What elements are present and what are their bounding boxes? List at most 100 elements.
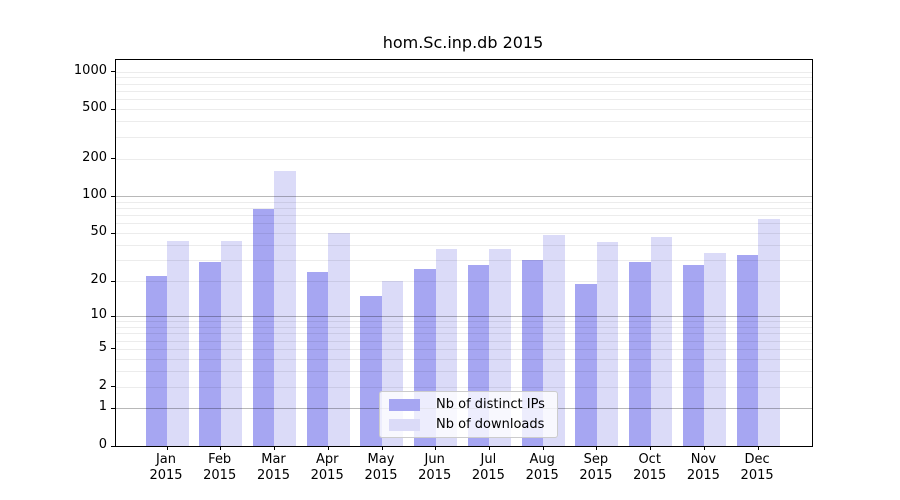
x-tick-mark [703,446,705,450]
y-axis-tick-label: 0 [98,437,107,452]
x-tick-mark [166,446,168,450]
y-tick-mark [111,280,115,282]
minor-gridline [116,136,812,138]
plot-area [111,59,813,450]
y-axis-tick-label: 1000 [73,62,107,78]
x-tick-mark [596,446,598,450]
month-label: Nov [690,452,717,467]
bar-downloads [220,240,243,446]
year-label: 2015 [579,468,613,483]
y-tick-mark [111,407,115,409]
minor-gridline [116,233,812,234]
minor-gridline [116,201,812,203]
legend-row-downloads: Nb of downloads [380,418,557,431]
y-axis-tick-label: 200 [82,149,107,165]
year-label: 2015 [686,468,720,483]
x-axis-tick-label: Dec 2015 [725,452,789,484]
year-label: 2015 [203,468,237,483]
y-axis-tick-label: 50 [90,224,107,239]
x-tick-mark [650,446,652,450]
x-tick-mark [757,446,759,450]
minor-gridline [116,121,812,123]
bar-downloads [274,171,296,446]
minor-gridline [116,244,812,246]
legend-label-distinct-ips: Nb of distinct IPs [436,397,545,412]
x-axis-tick-label: Jun 2015 [403,452,467,484]
bar-distinct-ips [306,271,329,446]
bar-distinct-ips [145,276,167,446]
minor-gridline [116,71,812,73]
month-label: Aug [529,452,555,467]
bar-downloads [167,240,189,446]
x-tick-mark [381,446,383,450]
bar-downloads [328,232,350,446]
x-axis-tick-label: Sep 2015 [564,452,628,484]
chart-title: hom.Sc.inp.db 2015 [382,33,544,52]
bar-downloads [596,242,619,446]
y-tick-mark [111,108,115,110]
major-gridline [116,316,812,318]
year-label: 2015 [256,468,291,483]
minor-gridline [116,91,812,92]
month-label: Oct [638,452,661,467]
month-label: Mar [261,452,286,467]
x-tick-mark [488,446,490,450]
y-axis-tick-label: 100 [82,187,107,202]
minor-gridline [116,321,812,323]
y-tick-mark [111,348,115,350]
bar-downloads [704,253,726,446]
x-tick-mark [274,446,275,450]
legend-row-distinct-ips: Nb of distinct IPs [380,398,557,411]
minor-gridline [116,348,812,350]
year-label: 2015 [740,468,774,483]
y-axis-tick-label: 500 [82,100,107,116]
y-tick-mark [111,445,115,447]
x-tick-mark [435,446,437,450]
month-label: Jul [480,452,497,467]
x-tick-mark [327,446,329,450]
legend-swatch-downloads [389,418,420,431]
x-axis-tick-label: Feb 2015 [188,452,252,484]
y-axis-tick-label: 2 [98,377,107,393]
month-label: Sep [583,452,609,467]
minor-gridline [116,77,812,79]
minor-gridline [116,386,812,388]
x-axis-tick-label: Jan 2015 [134,452,198,484]
y-axis-tick-label: 20 [90,272,107,288]
y-axis-tick-label: 1 [98,399,107,415]
y-tick-mark [111,158,115,160]
x-tick-mark [542,446,544,450]
month-label: Jun [424,452,445,467]
major-gridline [116,196,812,197]
minor-gridline [116,333,812,335]
y-tick-mark [111,195,115,197]
year-label: 2015 [364,468,398,483]
bar-distinct-ips [252,208,275,446]
y-axis-tick-label: 5 [98,339,107,355]
month-label: Feb [208,452,232,467]
month-label: Dec [744,452,770,467]
legend: Nb of distinct IPs Nb of downloads [379,391,558,438]
minor-gridline [116,109,812,111]
minor-gridline [116,281,812,283]
minor-gridline [116,358,812,360]
y-tick-mark [111,232,115,234]
year-label: 2015 [633,468,667,483]
minor-gridline [116,340,812,342]
legend-swatch-distinct-ips [389,398,420,411]
year-label: 2015 [418,468,452,483]
minor-gridline [116,260,812,261]
x-axis-tick-label: Oct 2015 [618,452,682,484]
month-label: Jan [155,452,177,467]
minor-gridline [116,215,812,217]
minor-gridline [116,83,812,85]
y-tick-mark [111,71,115,73]
month-label: Apr [315,452,339,467]
month-label: May [367,452,395,467]
minor-gridline [116,370,812,372]
bar-distinct-ips [736,254,759,446]
bar-distinct-ips [199,261,221,446]
bar-distinct-ips [682,265,705,446]
x-axis-tick-label: Nov 2015 [671,452,735,484]
